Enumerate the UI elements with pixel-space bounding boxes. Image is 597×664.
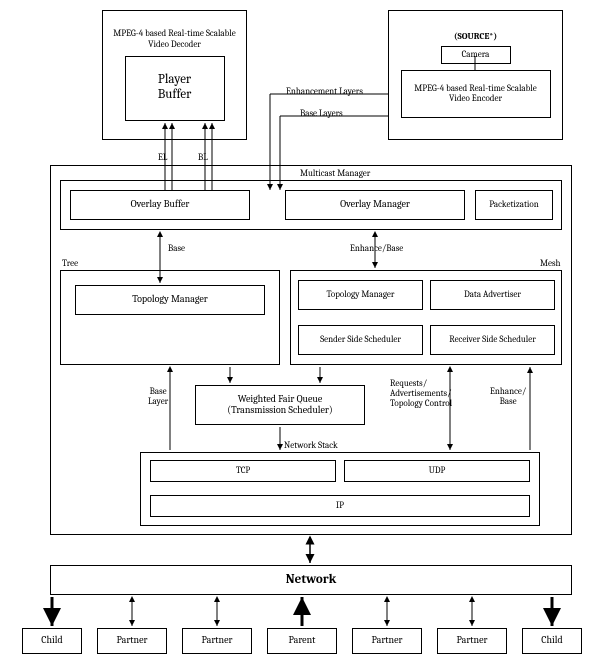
bl-label: BL: [198, 154, 208, 164]
enh-base-label: Enhance/Base: [350, 245, 403, 255]
tree-label: Tree: [62, 260, 78, 270]
ns-title: Network Stack: [284, 442, 338, 452]
mesh-label: Mesh: [540, 260, 560, 270]
packetization: Packetization: [475, 190, 553, 220]
base-label: Base: [168, 245, 185, 255]
topo-mgr-left: Topology Manager: [75, 285, 265, 315]
wfq-line2: (Transmission Scheduler): [227, 405, 332, 417]
overlay-buffer: Overlay Buffer: [70, 190, 250, 220]
partner-box-2: Partner: [182, 628, 252, 654]
el-label: EL: [158, 154, 167, 164]
req-adv-label: Requests/ Advertisements/ Topology Contr…: [390, 380, 452, 410]
base-layers-label: Base Layers: [300, 110, 343, 120]
ip-box: IP: [150, 495, 530, 517]
source-container: (SOURCE*) Camera MPEG-4 based Real-time …: [388, 10, 563, 140]
partner-box-3: Partner: [352, 628, 422, 654]
enh-layers-label: Enhancement Layers: [286, 88, 363, 98]
camera-box: Camera: [441, 46, 511, 64]
base-layer-label: Base Layer: [148, 388, 168, 408]
source-title: (SOURCE*): [454, 32, 497, 42]
receiver-scheduler: Receiver Side Scheduler: [430, 325, 555, 355]
udp-box: UDP: [344, 460, 530, 482]
tcp-box: TCP: [150, 460, 336, 482]
child-box-1: Child: [22, 628, 82, 654]
sender-scheduler: Sender Side Scheduler: [298, 325, 423, 355]
topo-mgr-right: Topology Manager: [298, 280, 423, 310]
partner-box-1: Partner: [97, 628, 167, 654]
partner-box-4: Partner: [437, 628, 507, 654]
enh-base-label2: Enhance/ Base: [490, 388, 526, 408]
parent-box: Parent: [267, 628, 337, 654]
overlay-manager: Overlay Manager: [285, 190, 465, 220]
encoder-box: MPEG-4 based Real-time Scalable Video En…: [401, 70, 551, 118]
network-box: Network: [50, 565, 572, 595]
mm-title: Multicast Manager: [300, 170, 370, 180]
child-box-2: Child: [522, 628, 582, 654]
wfq-box: Weighted Fair Queue (Transmission Schedu…: [195, 385, 365, 425]
data-advertiser: Data Advertiser: [430, 280, 555, 310]
player-buffer: Player Buffer: [125, 56, 225, 121]
decoder-title: MPEG-4 based Real-time Scalable Video De…: [107, 29, 242, 50]
decoder-container: MPEG-4 based Real-time Scalable Video De…: [102, 10, 247, 140]
